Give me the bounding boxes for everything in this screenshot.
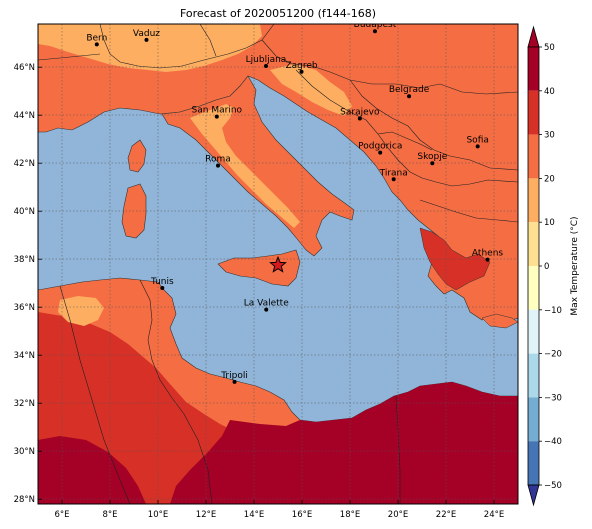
colorbar-band (528, 90, 539, 135)
city-dot (485, 257, 490, 262)
city-label: La Valette (244, 299, 289, 309)
city-label: Ljubljana (246, 55, 287, 65)
city-dot (264, 64, 268, 68)
city-label: Tirana (379, 168, 408, 178)
city-dot (264, 307, 269, 312)
city-dot (391, 177, 396, 182)
colorbar-band (528, 353, 539, 398)
balkan-highlands (270, 64, 352, 116)
city-dot (94, 42, 99, 47)
x-tick-label: 6°E (54, 510, 69, 520)
city-dot (216, 163, 220, 168)
city-label: Podgorica (358, 142, 402, 152)
city-label: Tunis (150, 277, 174, 287)
city-label: Athens (472, 249, 503, 259)
city-dot (214, 114, 219, 119)
colorbar: 50 40 30 20 10 0 −10 −20 −30 −40 −50 (527, 25, 562, 507)
x-tick-label: 14°E (244, 510, 264, 520)
city-label: San Marino (192, 106, 243, 116)
y-tick-label: 44°N (14, 111, 35, 121)
colorbar-band (528, 266, 539, 310)
city-label: Zagreb (285, 61, 317, 71)
y-tick-label: 34°N (14, 351, 35, 361)
corsica-land (127, 139, 147, 173)
city-dot (160, 286, 165, 290)
colorbar-tick-label: 10 (544, 218, 555, 228)
y-tick-label: 40°N (14, 207, 35, 217)
colorbar-band (528, 222, 539, 266)
x-tick-label: 10°E (148, 510, 168, 520)
x-tick-label: 8°E (102, 510, 117, 520)
y-tick-label: 30°N (14, 447, 35, 457)
city-label: Budapest (354, 20, 397, 30)
x-tick-label: 12°E (196, 510, 216, 520)
x-tick-label: 16°E (292, 510, 312, 520)
y-tick-label: 28°N (14, 495, 35, 505)
colorbar-tick-label: 30 (544, 131, 555, 141)
city-label: Skopje (417, 152, 447, 162)
colorbar-label: Max Temperature (°C) (570, 216, 580, 315)
y-tick-label: 38°N (14, 255, 35, 265)
city-dot (372, 29, 377, 34)
city-label: Belgrade (389, 85, 430, 95)
colorbar-band (528, 178, 539, 223)
map-title: Forecast of 2020051200 (f144-168) (179, 7, 377, 20)
city-label: Vaduz (133, 29, 160, 39)
x-tick-label: 20°E (388, 510, 408, 520)
city-label: Roma (205, 155, 231, 165)
city-label: Bern (86, 33, 107, 43)
city-label: Tripoli (220, 371, 248, 381)
y-tick-label: 36°N (14, 303, 35, 313)
x-tick-label: 24°E (484, 510, 504, 520)
colorbar-band (528, 309, 539, 354)
north-africa-very-hot-area (170, 382, 518, 504)
x-axis-ticks: 6°E 8°E 10°E 12°E 14°E 16°E 18°E 20°E 22°E 24°E (54, 500, 504, 520)
crete-land (481, 313, 518, 329)
colorbar-band (528, 441, 539, 485)
y-tick-label: 32°N (14, 399, 35, 409)
x-tick-label: 18°E (340, 510, 360, 520)
colorbar-tick-label: −50 (544, 481, 562, 491)
gridlines (38, 24, 518, 504)
y-tick-label: 42°N (14, 159, 35, 169)
colorbar-tick-label: 0 (544, 262, 549, 272)
colorbar-tick-label: −30 (544, 393, 562, 403)
country-borders (38, 24, 518, 504)
city-dot (475, 144, 480, 149)
atlas-hot-area (38, 436, 146, 504)
italy-highlands (190, 104, 300, 228)
city-label: Sofia (466, 135, 488, 145)
city-dot (232, 379, 237, 384)
y-axis-ticks: 28°N 30°N 32°N 34°N 36°N 38°N 40°N 42°N 44°N 46°N (14, 63, 42, 505)
city-label: Sarajevo (340, 108, 380, 118)
colorbar-extend-min (527, 484, 540, 507)
colorbar-tick-label: −40 (544, 437, 562, 447)
city-dot (144, 37, 149, 42)
colorbar-tick-label: 50 (544, 43, 555, 53)
city-dot (430, 161, 435, 166)
city-dot (378, 150, 383, 155)
colorbar-band (528, 134, 539, 179)
colorbar-band (528, 47, 539, 91)
y-tick-label: 46°N (14, 63, 35, 73)
colorbar-tick-label: −20 (544, 350, 562, 360)
colorbar-tick-label: 20 (544, 174, 555, 184)
city-dot (299, 69, 304, 74)
city-dot (357, 116, 362, 121)
x-tick-label: 22°E (436, 510, 456, 520)
colorbar-tick-label: −10 (544, 306, 562, 316)
city-dot (407, 94, 412, 99)
colorbar-tick-label: 40 (544, 87, 555, 97)
map-frame (37, 23, 519, 505)
colorbar-band (528, 397, 539, 442)
colorbar-extend-max (527, 25, 540, 48)
star-icon (269, 255, 287, 273)
